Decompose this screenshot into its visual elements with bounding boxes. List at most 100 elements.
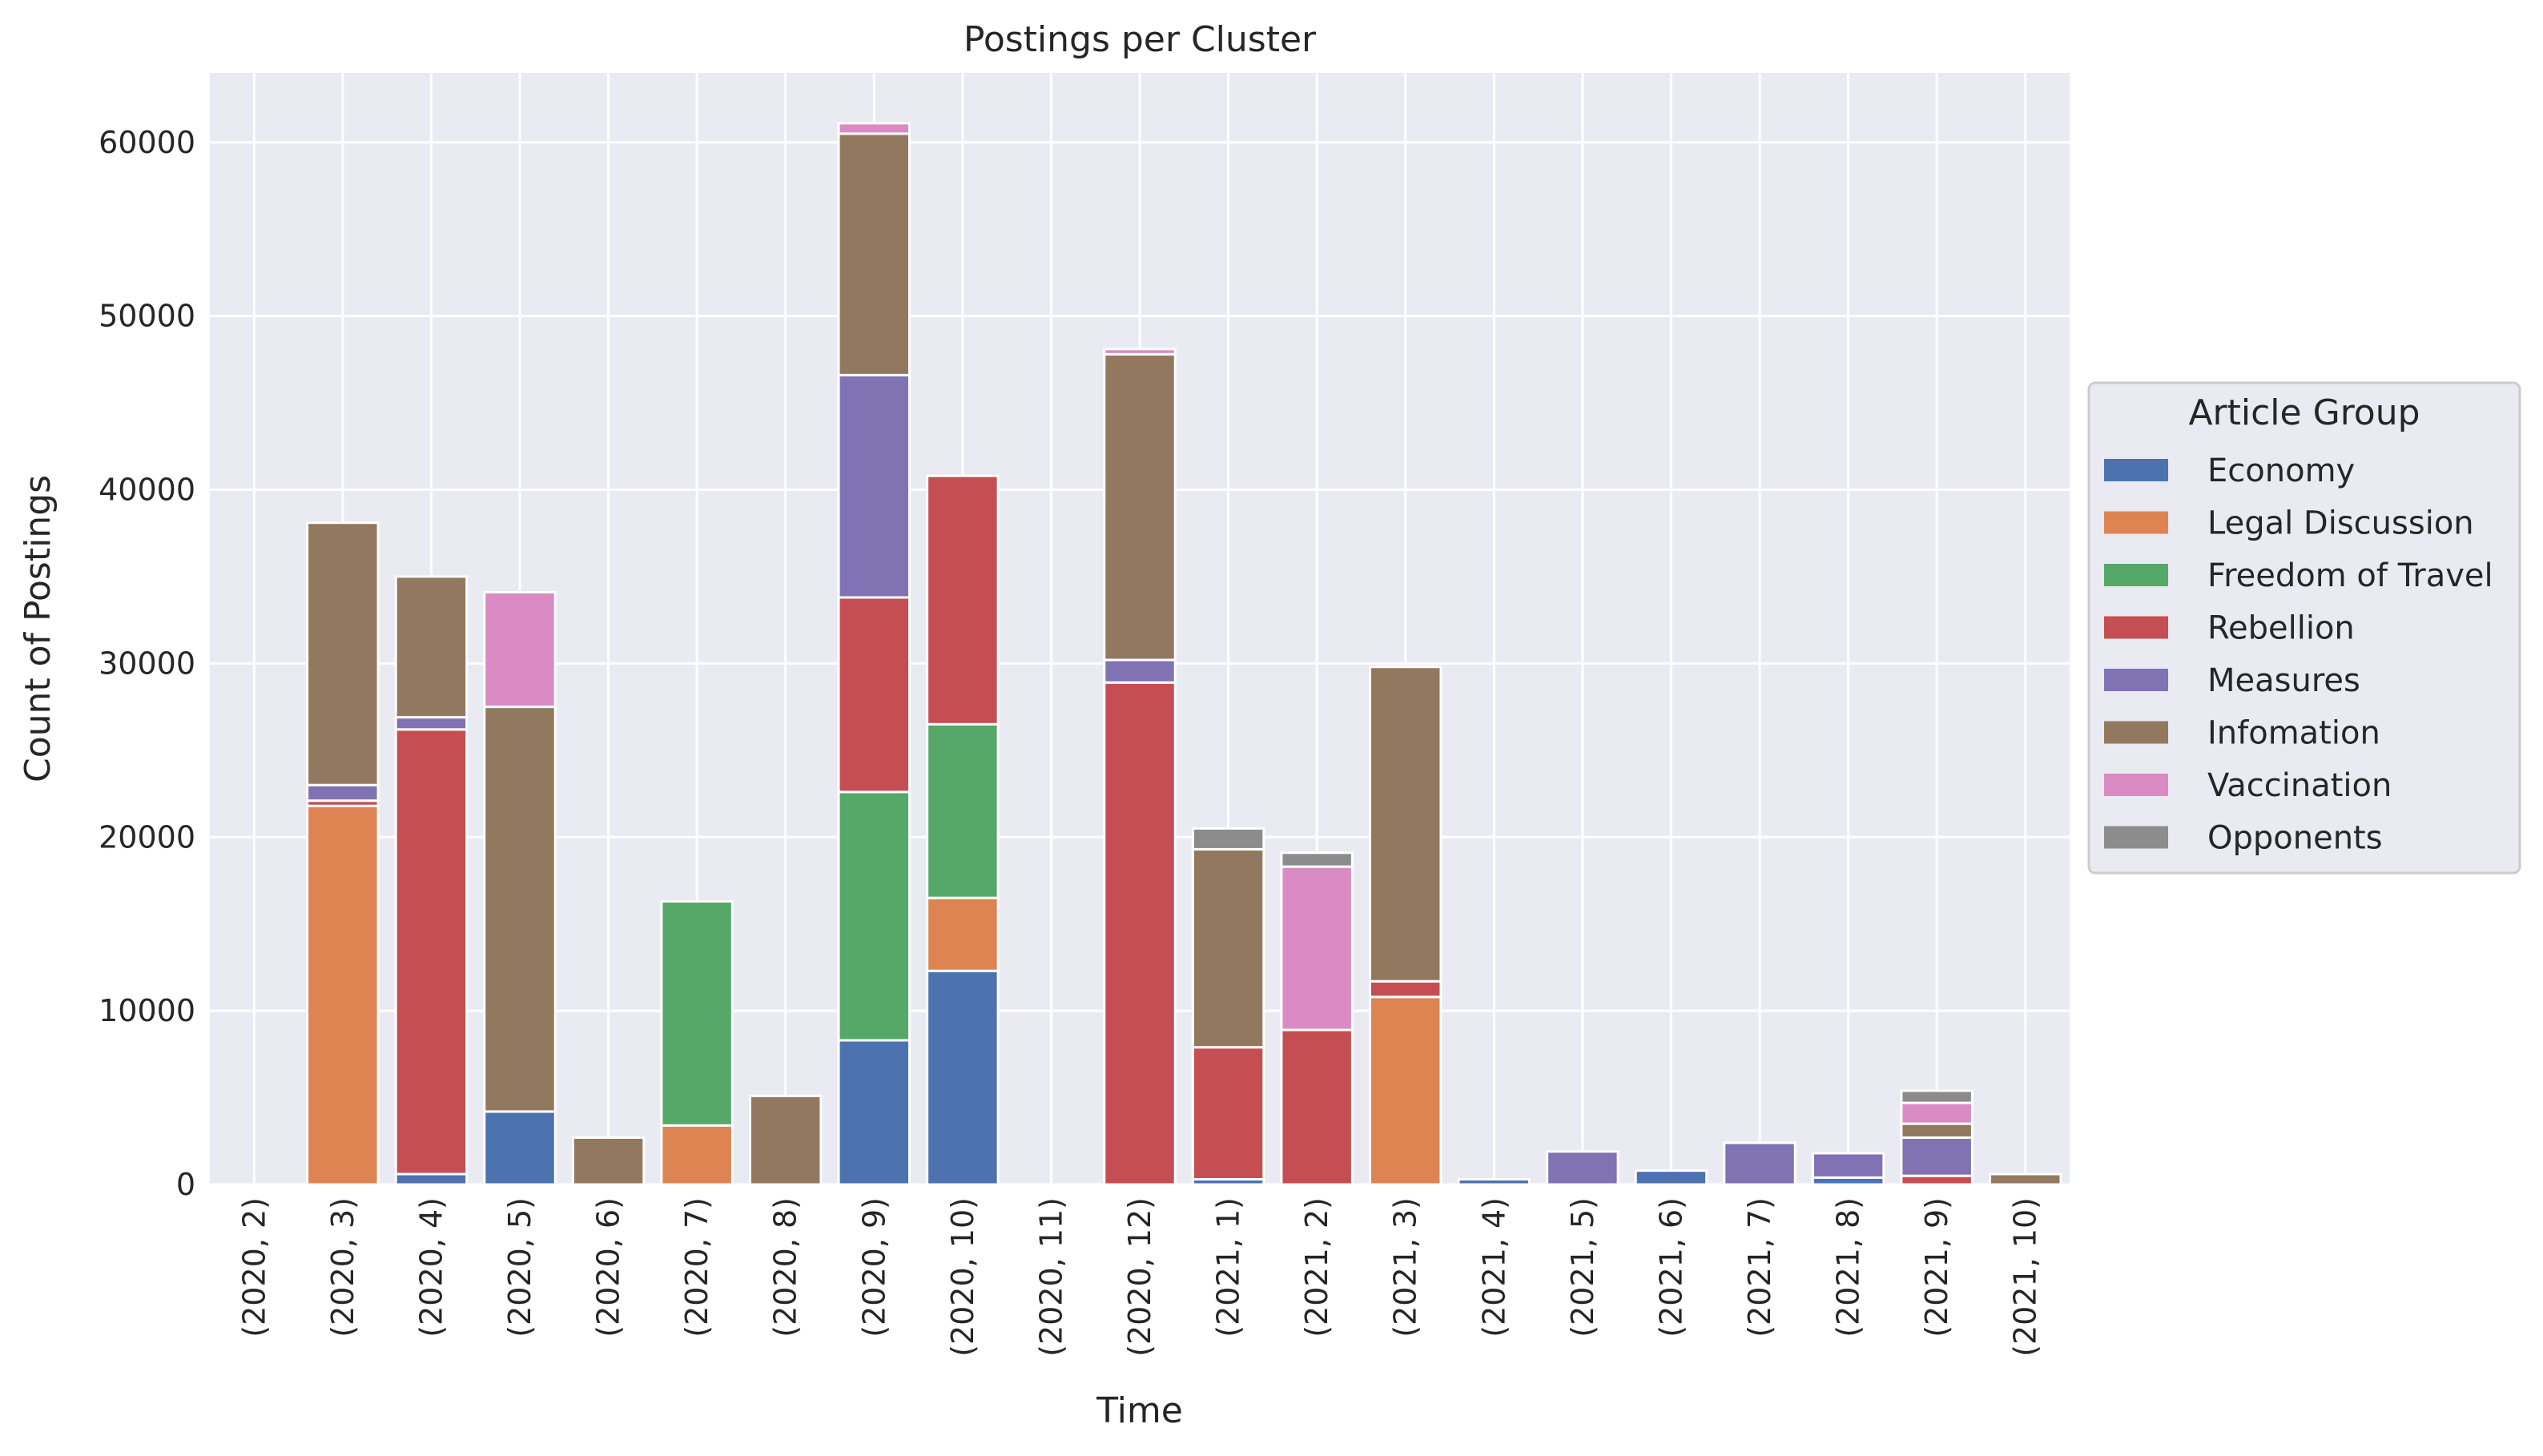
- x-tick-label: (2021, 2): [1299, 1197, 1334, 1337]
- x-tick-label: (2020, 6): [591, 1197, 626, 1337]
- bar-segment-rebellion: [1191, 1046, 1265, 1180]
- legend-label: Opponents: [2207, 820, 2383, 857]
- x-tick-labels: (2020, 2) (2020, 3) (2020, 4) (2020, 5) (202…: [236, 1197, 2042, 1357]
- bar-segment-measures: [394, 716, 469, 731]
- bars: [306, 122, 2062, 1186]
- bar-segment-infomation: [1103, 352, 1177, 662]
- bar-segment-opponents: [1191, 827, 1265, 851]
- bar-segment-infomation: [571, 1136, 646, 1186]
- legend-swatch: [2104, 721, 2168, 744]
- bar-segment-measures: [306, 783, 380, 802]
- bar-segment-vaccination: [1103, 348, 1177, 356]
- bar-segment-rebellion: [1900, 1174, 1974, 1186]
- chart-title: Postings per Cluster: [964, 19, 1317, 60]
- y-tick-label: 20000: [99, 819, 195, 855]
- x-tick-label: (2021, 10): [2008, 1197, 2043, 1357]
- bar-segment-measures: [1546, 1150, 1620, 1186]
- legend-swatch: [2104, 669, 2168, 691]
- bar-segment-economy: [394, 1172, 469, 1186]
- y-tick-label: 50000: [99, 299, 195, 334]
- bar-segment-infomation: [1900, 1122, 1974, 1139]
- bar-segment-measures: [837, 373, 911, 599]
- y-tick-label: 30000: [99, 646, 195, 681]
- y-axis-label: Count of Postings: [18, 475, 58, 782]
- bar-segment-infomation: [1368, 666, 1443, 983]
- y-tick-label: 60000: [99, 125, 195, 160]
- y-tick-labels: 0 10000 20000 30000 40000 50000 60000: [99, 125, 195, 1202]
- legend-label: Rebellion: [2207, 610, 2355, 647]
- bar-segment-economy: [1634, 1169, 1708, 1186]
- legend-swatch: [2104, 774, 2168, 796]
- legend-title: Article Group: [2188, 392, 2420, 433]
- bar-segment-vaccination: [1900, 1101, 1974, 1125]
- x-tick-label: (2020, 5): [502, 1197, 537, 1337]
- bar-segment-economy: [926, 969, 1000, 1186]
- legend-label: Infomation: [2207, 715, 2380, 752]
- bar-segment-measures: [1723, 1141, 1797, 1186]
- x-tick-label: (2020, 12): [1122, 1197, 1157, 1357]
- x-tick-label: (2021, 8): [1831, 1197, 1866, 1337]
- bar-segment-rebellion: [1103, 681, 1177, 1186]
- legend-swatch: [2104, 826, 2168, 849]
- bar-segment-infomation: [1988, 1172, 2062, 1186]
- bar-segment-freedom-of-travel: [837, 790, 911, 1042]
- x-tick-label: (2020, 11): [1033, 1197, 1068, 1357]
- x-tick-label: (2020, 7): [679, 1197, 714, 1337]
- bar-segment-opponents: [1900, 1089, 1974, 1104]
- bar-segment-infomation: [837, 132, 911, 376]
- bar-segment-economy: [837, 1039, 911, 1186]
- x-tick-label: (2020, 9): [856, 1197, 891, 1337]
- legend-box: [2087, 381, 2521, 875]
- bar-segment-measures: [1103, 658, 1177, 684]
- bar-segment-freedom-of-travel: [660, 899, 734, 1127]
- legend-swatch: [2104, 564, 2168, 586]
- legend-swatch: [2104, 459, 2168, 481]
- legend-swatch: [2104, 511, 2168, 534]
- legend-items: Economy Legal Discussion Freedom of Travel…: [2104, 452, 2493, 857]
- bar-segment-freedom-of-travel: [926, 722, 1000, 899]
- bar-segment-infomation: [306, 521, 380, 786]
- legend-label: Vaccination: [2207, 767, 2392, 804]
- x-tick-label: (2020, 2): [236, 1197, 272, 1337]
- bar-segment-vaccination: [483, 590, 557, 709]
- y-tick-label: 40000: [99, 473, 195, 508]
- bar-segment-economy: [1457, 1177, 1531, 1186]
- legend-swatch: [2104, 616, 2168, 639]
- x-axis-label: Time: [1096, 1390, 1183, 1431]
- x-tick-label: (2021, 7): [1742, 1197, 1777, 1337]
- bar-segment-vaccination: [1280, 865, 1354, 1032]
- legend: Article Group Economy Legal Discussion Fre…: [2087, 381, 2521, 875]
- bar-segment-rebellion: [394, 728, 469, 1176]
- bar-segment-infomation: [748, 1094, 823, 1186]
- bar-segment-legal-discussion: [926, 896, 1000, 972]
- bar-segment-legal-discussion: [660, 1124, 734, 1186]
- bar-segment-opponents: [1280, 851, 1354, 868]
- bar-segment-rebellion: [1280, 1028, 1354, 1186]
- bar-segment-vaccination: [837, 122, 911, 135]
- y-tick-label: 0: [176, 1167, 195, 1202]
- x-tick-label: (2021, 3): [1388, 1197, 1423, 1337]
- x-tick-label: (2020, 3): [325, 1197, 360, 1337]
- bar-segment-legal-discussion: [1368, 995, 1443, 1186]
- x-tick-label: (2021, 9): [1919, 1197, 1954, 1337]
- x-tick-label: (2020, 10): [945, 1197, 980, 1357]
- x-tick-label: (2021, 4): [1476, 1197, 1511, 1337]
- x-tick-label: (2021, 5): [1565, 1197, 1600, 1337]
- legend-label: Legal Discussion: [2207, 505, 2474, 542]
- x-tick-label: (2021, 6): [1653, 1197, 1688, 1337]
- legend-label: Economy: [2207, 452, 2355, 489]
- y-tick-label: 10000: [99, 993, 195, 1028]
- bar-segment-measures: [1811, 1152, 1885, 1179]
- bar-segment-rebellion: [1368, 979, 1443, 999]
- legend-label: Freedom of Travel: [2207, 557, 2493, 594]
- bar-segment-economy: [483, 1110, 557, 1186]
- bar-segment-infomation: [483, 706, 557, 1113]
- x-tick-label: (2020, 8): [768, 1197, 803, 1337]
- x-tick-label: (2021, 1): [1211, 1197, 1246, 1337]
- bar-segment-rebellion: [926, 474, 1000, 726]
- bar-segment-legal-discussion: [306, 804, 380, 1186]
- bar-segment-infomation: [394, 575, 469, 719]
- bar-segment-infomation: [1191, 847, 1265, 1049]
- legend-label: Measures: [2207, 662, 2360, 699]
